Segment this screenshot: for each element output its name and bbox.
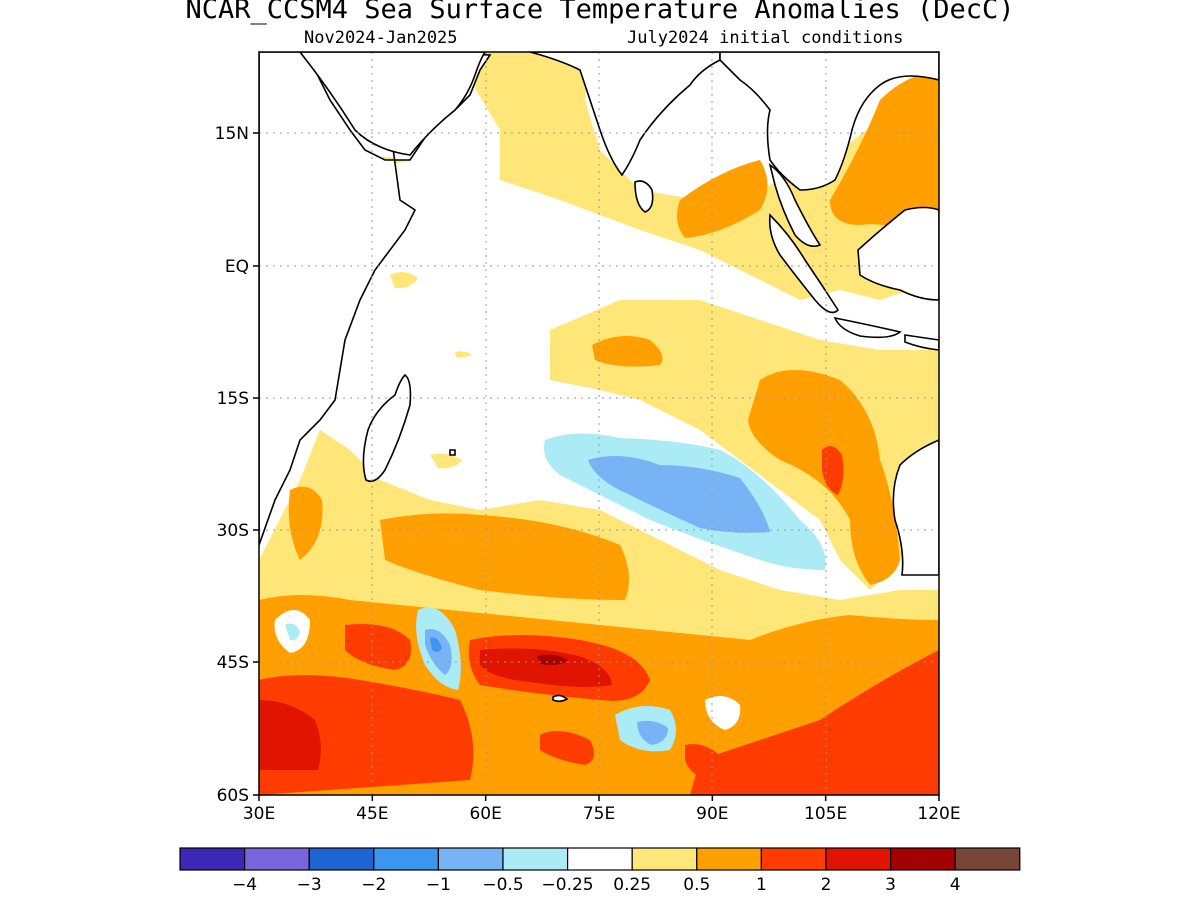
colorbar-label: −3 bbox=[297, 875, 322, 895]
colorbar-label: 2 bbox=[821, 875, 832, 895]
lon-tick-label: 120E bbox=[917, 804, 960, 824]
java bbox=[833, 316, 902, 339]
sumatra bbox=[768, 213, 840, 314]
orange-bay-of-bengal bbox=[676, 160, 768, 238]
red-southern-east bbox=[690, 650, 939, 795]
colorbar-swatch bbox=[760, 847, 827, 871]
lon-tick-label: 60E bbox=[469, 804, 501, 824]
red-nw-australia bbox=[822, 446, 844, 495]
lon-tick-label: 45E bbox=[356, 804, 388, 824]
colorbar-swatch bbox=[502, 847, 569, 871]
colorbar-swatch bbox=[437, 847, 504, 871]
lat-tick-label: EQ bbox=[225, 257, 249, 277]
initial-conditions-label: July2024 initial conditions bbox=[627, 28, 904, 48]
colorbar-swatch bbox=[889, 847, 956, 871]
colorbar-swatch bbox=[954, 847, 1021, 871]
cold-spot-2 bbox=[637, 720, 668, 745]
orange-central bbox=[592, 336, 663, 367]
yellow-west-eq bbox=[390, 272, 418, 289]
coastlines bbox=[259, 52, 939, 703]
darkred-southwest bbox=[259, 700, 321, 770]
india bbox=[529, 52, 721, 177]
colorbar-label: 3 bbox=[885, 875, 896, 895]
colorbar-swatch bbox=[373, 847, 439, 871]
lat-tick-label: 15N bbox=[215, 124, 249, 144]
colorbar-label: −4 bbox=[232, 875, 257, 895]
axes: 30E 45E 60E 75E 90E 105E 120E 15N EQ 15S 30S 45S 60S bbox=[215, 124, 961, 824]
sri-lanka bbox=[634, 180, 654, 213]
cold-region-subtropical bbox=[588, 456, 770, 533]
colorbar-label: 1 bbox=[756, 875, 767, 895]
yellow-small-1 bbox=[430, 453, 462, 469]
lat-tick-label: 15S bbox=[217, 389, 249, 409]
colorbar-label: 0.5 bbox=[683, 875, 710, 895]
lesser-sunda bbox=[904, 334, 939, 351]
darkred-45s bbox=[480, 648, 612, 687]
lon-tick-label: 75E bbox=[583, 804, 615, 824]
malay-peninsula bbox=[768, 163, 822, 248]
colorbar-swatch bbox=[244, 847, 310, 871]
colorbar: −4 −3 −2 −1 −0.5 −0.25 0.25 0.5 1 2 3 4 bbox=[179, 847, 1021, 895]
map-title: NCAR_CCSM4 Sea Surface Temperature Anoma… bbox=[185, 0, 1015, 25]
colorbar-swatch bbox=[631, 847, 698, 871]
kerguelen bbox=[552, 694, 569, 703]
colorbar-swatch bbox=[696, 847, 762, 871]
lat-tick-label: 30S bbox=[217, 521, 249, 541]
colorbar-label: 4 bbox=[950, 875, 961, 895]
colorbar-label: 0.25 bbox=[613, 875, 651, 895]
cool-spot-3 bbox=[285, 623, 300, 641]
australia bbox=[892, 439, 939, 576]
southeast-asia bbox=[719, 52, 939, 191]
orange-south-china-sea bbox=[830, 70, 939, 250]
colorbar-swatch bbox=[566, 847, 633, 871]
arabian-peninsula bbox=[298, 52, 486, 156]
orange-south-west bbox=[380, 513, 629, 600]
colorbar-label: −2 bbox=[361, 875, 386, 895]
forecast-period: Nov2024-Jan2025 bbox=[304, 28, 458, 48]
lon-tick-label: 30E bbox=[243, 804, 275, 824]
colorbar-label: −0.5 bbox=[482, 875, 523, 895]
warm-region-north bbox=[470, 52, 939, 300]
red-45s-west bbox=[345, 624, 411, 670]
grid-lines bbox=[259, 52, 939, 795]
lon-tick-label: 90E bbox=[696, 804, 728, 824]
colorbar-label: −0.25 bbox=[542, 875, 594, 895]
red-small-south-2 bbox=[685, 744, 726, 782]
lat-tick-label: 60S bbox=[217, 786, 249, 806]
warm-region-central bbox=[550, 300, 939, 590]
colorbar-label: −1 bbox=[426, 875, 451, 895]
orange-mozambique bbox=[288, 486, 323, 560]
colorbar-swatch bbox=[825, 847, 892, 871]
yellow-small-2 bbox=[455, 351, 472, 358]
cold-spot-1b bbox=[430, 637, 442, 653]
mauritius bbox=[449, 449, 456, 456]
white-spot-2 bbox=[705, 696, 741, 730]
lat-tick-label: 45S bbox=[217, 653, 249, 673]
madagascar bbox=[362, 373, 412, 483]
africa-landmass bbox=[259, 52, 492, 546]
colorbar-swatch bbox=[308, 847, 375, 871]
colorbar-swatch bbox=[179, 847, 246, 871]
red-small-south bbox=[540, 731, 594, 765]
lon-tick-label: 105E bbox=[804, 804, 847, 824]
borneo bbox=[857, 206, 939, 301]
